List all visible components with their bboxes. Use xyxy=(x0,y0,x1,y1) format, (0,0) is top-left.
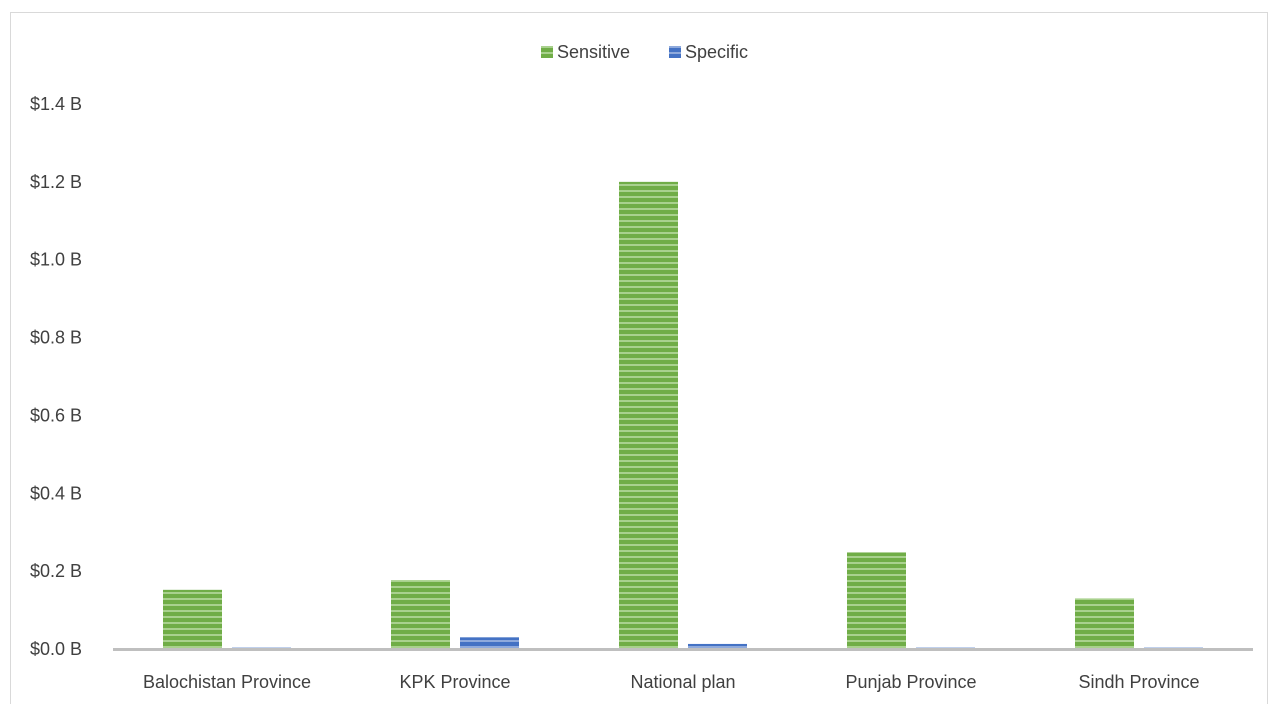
x-tick-label: KPK Province xyxy=(399,672,510,692)
bar-specific-1 xyxy=(460,637,519,649)
bar-sensitive-4 xyxy=(1075,598,1134,649)
x-tick-label: Balochistan Province xyxy=(143,672,311,692)
y-tick-label: $0.4 B xyxy=(30,483,82,503)
legend-label-sensitive: Sensitive xyxy=(557,42,630,62)
bar-sensitive-2 xyxy=(619,181,678,649)
chart-frame xyxy=(10,12,1268,704)
bar-sensitive-3 xyxy=(847,552,906,649)
y-axis: $0.0 B $0.2 B $0.4 B $0.6 B $0.8 B $1.0 B $1.2… xyxy=(30,94,82,659)
x-tick-label: Sindh Province xyxy=(1078,672,1199,692)
x-tick-label: National plan xyxy=(630,672,735,692)
legend: Sensitive Specific xyxy=(541,42,748,62)
x-tick-label: Punjab Province xyxy=(845,672,976,692)
y-tick-label: $0.0 B xyxy=(30,639,82,659)
y-tick-label: $0.6 B xyxy=(30,405,82,425)
y-tick-label: $0.2 B xyxy=(30,561,82,581)
legend-label-specific: Specific xyxy=(685,42,748,62)
bars xyxy=(163,181,1203,649)
legend-swatch-sensitive xyxy=(541,46,553,58)
bar-specific-2 xyxy=(688,643,747,649)
legend-swatch-specific xyxy=(669,46,681,58)
y-tick-label: $0.8 B xyxy=(30,328,82,348)
bar-sensitive-1 xyxy=(391,580,450,649)
y-tick-label: $1.0 B xyxy=(30,250,82,270)
bar-sensitive-0 xyxy=(163,589,222,649)
x-axis: Balochistan Province KPK Province National… xyxy=(143,672,1200,692)
y-tick-label: $1.4 B xyxy=(30,94,82,114)
y-tick-label: $1.2 B xyxy=(30,172,82,192)
